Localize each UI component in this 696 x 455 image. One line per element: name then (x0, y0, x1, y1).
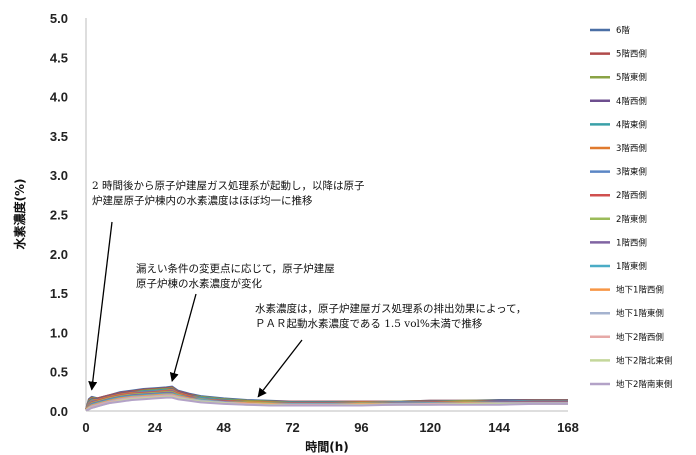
y-tick-label: 5.0 (50, 11, 68, 26)
y-tick-label: 0.0 (50, 404, 68, 419)
legend-entry-4: 4階東側 (616, 119, 647, 130)
y-axis-title: 水素濃度(%) (12, 179, 27, 250)
annotation-text-1: 原子炉棟の水素濃度が変化 (136, 277, 262, 290)
y-tick-label: 4.5 (50, 50, 68, 65)
annotation-text-0: 炉建屋原子炉棟内の水素濃度はほぼ均一に推移 (92, 194, 313, 207)
legend-entry-5: 3階西側 (616, 143, 647, 154)
y-tick-label: 3.5 (50, 129, 68, 144)
legend-entry-3: 4階西側 (616, 96, 647, 107)
annotation-text-1: 漏えい条件の変更点に応じて，原子炉建屋 (136, 262, 335, 275)
x-tick-label: 168 (557, 420, 579, 435)
legend-entry-12: 地下1階東側 (616, 308, 664, 319)
y-tick-label: 0.5 (50, 365, 68, 380)
y-tick-label: 1.0 (50, 325, 68, 340)
y-tick-label: 2.0 (50, 247, 68, 262)
annotation-text-2: 水素濃度は，原子炉建屋ガス処理系の排出効果によって， (255, 302, 526, 315)
legend-entry-1: 5階西側 (616, 49, 647, 60)
series-line-15 (85, 396, 568, 412)
legend-entry-11: 地下1階西側 (616, 285, 664, 296)
y-tick-label: 1.5 (50, 286, 68, 301)
y-tick-label: 3.0 (50, 168, 68, 183)
plot-area (85, 18, 568, 412)
annotations: 2 時間後から原子炉建屋ガス処理系が起動し，以降は原子炉建屋原子炉棟内の水素濃度… (88, 179, 526, 398)
annotation-arrow-2 (257, 339, 303, 398)
legend-entry-15: 地下2階南東側 (616, 379, 672, 390)
x-tick-label: 144 (488, 420, 510, 435)
legend-entry-13: 地下2階西側 (616, 332, 664, 343)
x-tick-label: 0 (82, 420, 89, 435)
legend-entry-6: 3階東側 (616, 167, 647, 178)
x-tick-label: 48 (216, 420, 230, 435)
legend-entry-14: 地下2階北東側 (616, 355, 672, 366)
legend: 6階 5階西側 5階東側 4階西側 4階東側 3階西側 3階東側 2階西側 2階東側 1階西側 1階… (590, 25, 672, 390)
legend-entry-10: 1階東側 (616, 261, 647, 272)
annotation-arrow-1 (169, 293, 197, 382)
x-axis-title: 時間(h) (305, 439, 349, 454)
legend-entry-8: 2階東側 (616, 214, 647, 225)
annotation-text-2: ＰＡＲ起動水素濃度である 1.5 vol%未満で推移 (255, 317, 483, 330)
y-tick-label: 4.0 (50, 90, 68, 105)
annotation-arrow-0 (88, 221, 113, 391)
x-tick-labels: 0 24 48 72 96 120 144 168 (82, 420, 578, 435)
x-tick-label: 72 (285, 420, 299, 435)
x-tick-label: 96 (354, 420, 368, 435)
x-tick-label: 24 (148, 420, 163, 435)
legend-entry-7: 2階西側 (616, 190, 647, 201)
series-lines (85, 385, 568, 412)
legend-entry-0: 6階 (616, 25, 630, 36)
y-tick-label: 2.5 (50, 208, 68, 223)
x-tick-label: 120 (419, 420, 441, 435)
y-tick-labels: 0.0 0.5 1.0 1.5 2.0 2.5 3.0 3.5 4.0 4.5 5.0 (50, 11, 68, 419)
legend-entry-2: 5階東側 (616, 72, 647, 83)
annotation-text-0: 2 時間後から原子炉建屋ガス処理系が起動し，以降は原子 (92, 179, 365, 192)
legend-entry-9: 1階西側 (616, 237, 647, 248)
